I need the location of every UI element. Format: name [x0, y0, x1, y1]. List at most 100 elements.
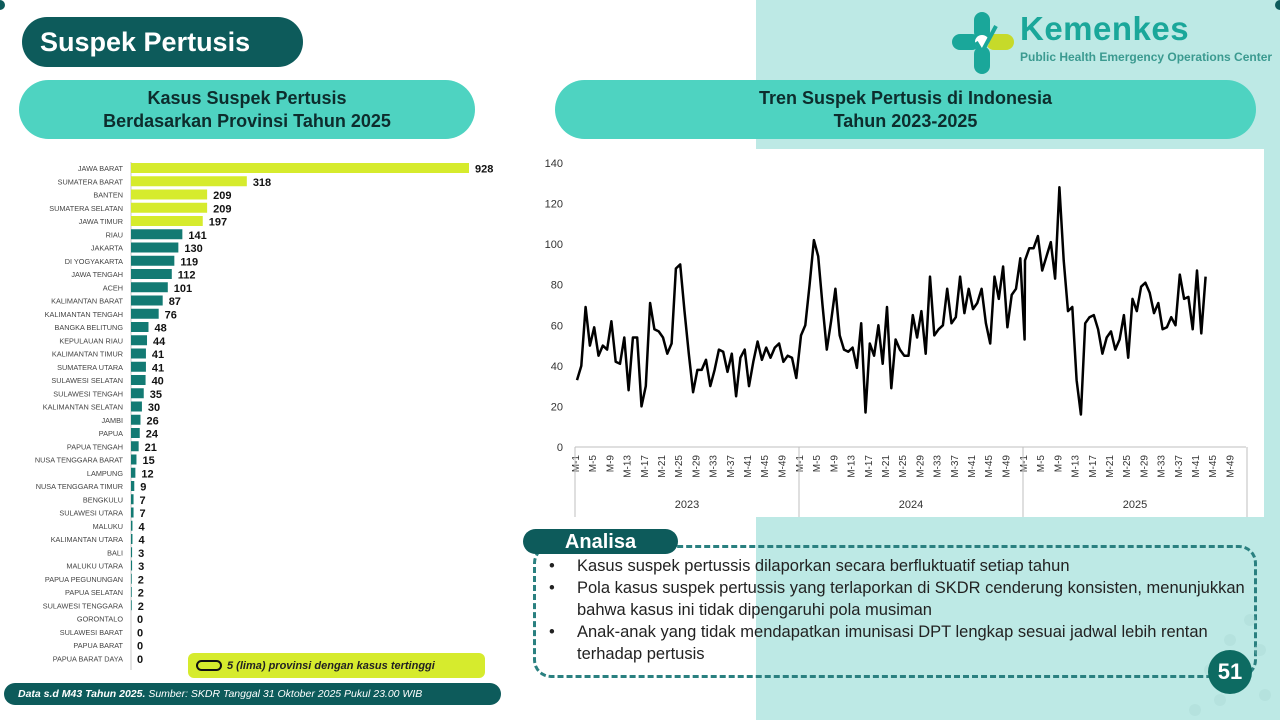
trend-line-series	[575, 186, 1207, 416]
bar-value-label: 30	[148, 402, 160, 414]
bar-mark	[131, 176, 247, 187]
trend-chart-title-line2: Tahun 2023-2025	[833, 110, 978, 131]
x-week-label: M-33	[709, 455, 720, 478]
province-chart-title: Kasus Suspek Pertusis Berdasarkan Provin…	[19, 80, 475, 139]
x-week-label: M-17	[640, 455, 651, 478]
bar-value-label: 26	[146, 415, 158, 427]
x-week-label: M-49	[1001, 455, 1012, 478]
bar-value-label: 130	[184, 243, 202, 255]
bar-value-label: 0	[137, 627, 143, 639]
trend-line-chart: 0 20 40 60 80 100 120 140 M-1 M-5 M-9 M-13 M-17 M-21 M…	[545, 158, 1248, 519]
bar-mark	[131, 269, 172, 279]
bar-category-label: JAMBI	[102, 416, 124, 425]
bar-mark	[131, 441, 139, 452]
x-week-label: M-5	[588, 455, 599, 473]
bar-mark	[131, 255, 175, 266]
x-week-label: M-17	[1088, 455, 1099, 478]
bar-value-label: 2	[138, 574, 144, 586]
footer-data-note: Data s.d M43 Tahun 2025.	[18, 688, 146, 700]
x-week-label: M-13	[623, 455, 634, 478]
bar-mark	[131, 414, 141, 425]
x-week-label: M-49	[777, 455, 788, 478]
x-week-label: M-49	[1225, 455, 1236, 478]
bar-value-label: 101	[174, 283, 192, 295]
bar-category-label: LAMPUNG	[87, 469, 123, 478]
bar-category-label: BENGKULU	[83, 495, 123, 504]
x-week-label: M-45	[1208, 455, 1219, 478]
x-week-label: M-41	[743, 455, 754, 478]
bar-value-label: 0	[137, 654, 143, 666]
bar-mark	[131, 335, 148, 346]
footer-source-text: Sumber: SKDR Tanggal 31 Oktober 2025 Puk…	[145, 688, 423, 700]
bar-category-label: DI YOGYAKARTA	[65, 257, 123, 266]
analysis-item: Pola kasus suspek pertussis yang terlapo…	[546, 577, 1246, 621]
bar-value-label: 35	[150, 389, 162, 401]
bar-category-label: KALIMANTAN BARAT	[51, 297, 123, 306]
x-week-label: M-33	[1157, 455, 1168, 478]
bar-value-label: 0	[137, 641, 143, 653]
bar-category-label: SUMATERA UTARA	[57, 363, 123, 372]
x-week-label: M-5	[812, 455, 823, 473]
bar-value-label: 4	[138, 521, 145, 533]
bar-category-label: BALI	[107, 548, 123, 557]
x-week-label: M-37	[726, 455, 737, 478]
bar-mark	[131, 202, 208, 213]
x-year-label: 2023	[675, 499, 699, 511]
bar-mark	[131, 189, 208, 200]
bar-category-label: PAPUA TENGAH	[67, 442, 123, 451]
province-chart-title-line2: Berdasarkan Provinsi Tahun 2025	[103, 110, 391, 131]
bar-category-label: JAKARTA	[91, 244, 123, 253]
bar-category-label: KALIMANTAN TENGAH	[45, 310, 123, 319]
bar-category-label: SULAWESI TENGAH	[53, 389, 123, 398]
bar-value-label: 9	[140, 482, 146, 494]
bar-mark	[131, 216, 203, 226]
bar-category-label: ACEH	[103, 283, 123, 292]
bar-category-label: MALUKU UTARA	[66, 562, 123, 571]
x-week-label: M-37	[1174, 455, 1185, 478]
analysis-item: Kasus suspek pertussis dilaporkan secara…	[546, 555, 1246, 577]
page-title: Suspek Pertusis	[22, 17, 303, 67]
page-number: 51	[1208, 650, 1252, 694]
bar-value-label: 3	[138, 561, 144, 573]
analysis-label: Analisa	[523, 529, 678, 554]
x-week-label: M-25	[674, 455, 685, 478]
bar-category-label: KALIMANTAN SELATAN	[43, 403, 123, 412]
x-week-label: M-29	[691, 455, 702, 478]
legend-swatch-icon	[196, 660, 222, 671]
bar-category-label: SULAWESI TENGGARA	[43, 601, 123, 610]
bar-mark	[131, 375, 146, 385]
highlight-legend: 5 (lima) provinsi dengan kasus tertinggi	[188, 653, 485, 678]
bar-category-label: BANTEN	[93, 191, 123, 200]
y-tick-label: 120	[545, 199, 563, 211]
bar-value-label: 76	[165, 309, 177, 321]
logo-subtitle: Public Health Emergency Operations Cente…	[1020, 50, 1273, 64]
x-week-label: M-21	[881, 455, 892, 478]
trend-chart-title-line1: Tren Suspek Pertusis di Indonesia	[758, 87, 1053, 108]
bar-value-label: 112	[178, 270, 196, 282]
bar-category-label: MALUKU	[93, 522, 123, 531]
bar-value-label: 15	[142, 455, 154, 467]
bar-mark	[131, 573, 132, 584]
y-tick-label: 140	[545, 158, 563, 170]
bar-value-label: 197	[209, 217, 227, 229]
bar-category-label: GORONTALO	[77, 615, 123, 624]
bar-category-label: JAWA TIMUR	[79, 217, 123, 226]
bar-category-label: KALIMANTAN UTARA	[51, 535, 123, 544]
bar-mark	[131, 494, 134, 505]
analysis-item: Anak-anak yang tidak mendapatkan imunisa…	[546, 621, 1246, 665]
kemenkes-logo-icon	[952, 12, 1014, 74]
bar-category-label: BANGKA BELITUNG	[54, 323, 123, 332]
bar-value-label: 209	[213, 203, 231, 215]
bar-category-label: PAPUA BARAT DAYA	[53, 654, 123, 663]
x-week-label: M-9	[829, 455, 840, 473]
x-week-label: M-41	[1191, 455, 1202, 478]
x-week-label: M-9	[605, 455, 616, 473]
bar-value-label: 41	[152, 362, 164, 374]
bar-value-label: 12	[141, 468, 153, 480]
x-week-label: M-21	[1105, 455, 1116, 478]
legend-text: 5 (lima) provinsi dengan kasus tertinggi	[227, 659, 435, 672]
analysis-list: Kasus suspek pertussis dilaporkan secara…	[546, 555, 1246, 665]
x-week-label: M-25	[1122, 455, 1133, 478]
bar-mark	[131, 560, 133, 571]
bar-value-label: 2	[138, 601, 144, 613]
